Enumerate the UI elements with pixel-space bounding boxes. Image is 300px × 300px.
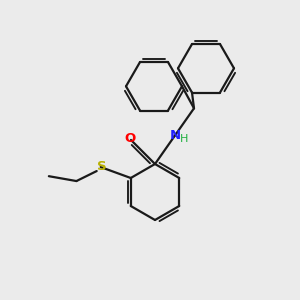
Text: O: O: [124, 133, 136, 146]
Text: H: H: [180, 134, 189, 144]
Text: N: N: [170, 129, 181, 142]
Text: S: S: [97, 160, 106, 172]
